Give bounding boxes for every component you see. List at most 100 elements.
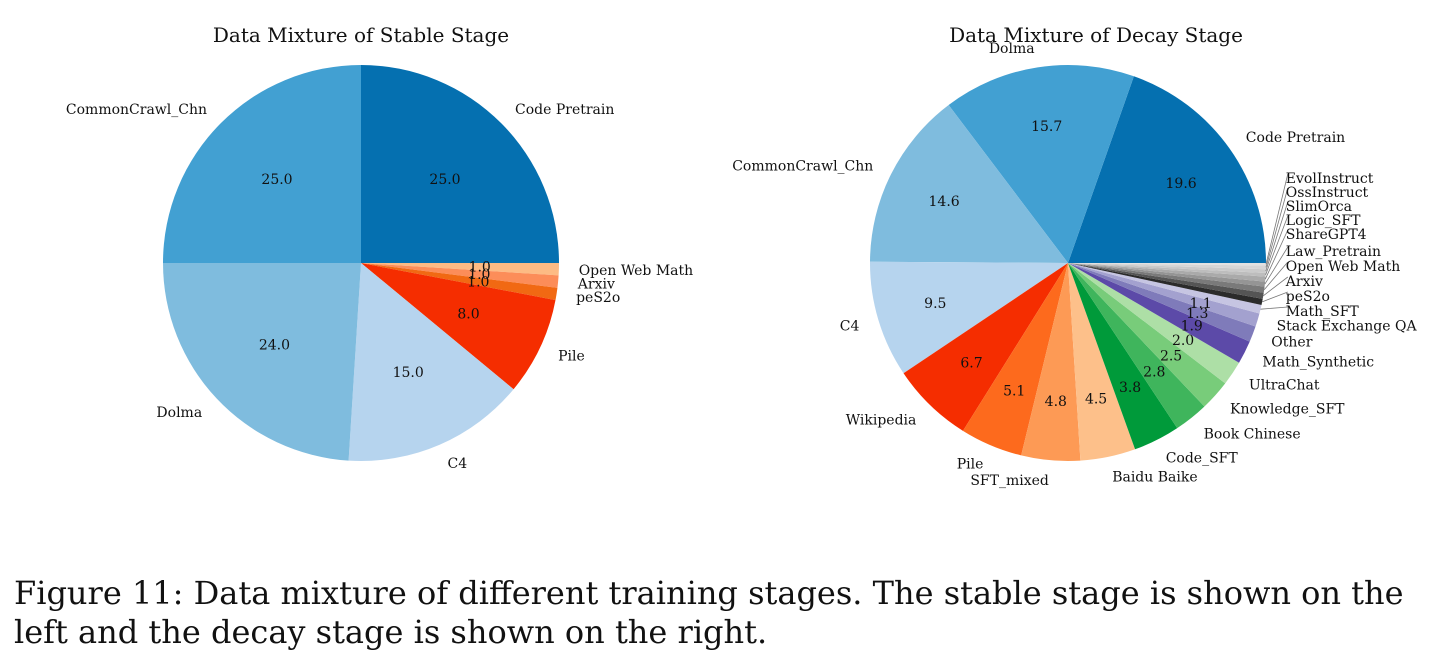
decay-slice-arxiv [1068,263,1264,299]
decay-slice-label-sft-mixed: SFT_mixed [970,473,1049,489]
decay-slice-label-sharegpt4: ShareGPT4 [1286,227,1367,243]
decay-slice-label-evolinstruct: EvolInstruct [1286,171,1374,187]
decay-value-label-sft-mixed: 4.8 [1045,394,1067,410]
decay-slice-label-wikipedia: Wikipedia [846,412,917,428]
decay-slice-label-knowledge-sft: Knowledge_SFT [1230,402,1345,418]
decay-slice-slimorca [1068,263,1266,273]
stable-slice-label-commoncrawl-chn: CommonCrawl_Chn [66,102,207,118]
decay-slice-label-math-sft: Math_SFT [1286,304,1360,320]
decay-slice-label-ultrachat: UltraChat [1249,377,1320,393]
decay-slice-pile [962,263,1068,456]
decay-slice-label-stack-exchange-qa: Stack Exchange QA [1277,319,1418,335]
decay-slice-label-pile: Pile [957,457,984,473]
decay-slice-label-pes2o: peS2o [1286,289,1330,305]
decay-value-label-knowledge-sft: 2.5 [1160,349,1182,365]
decay-value-label-ultrachat: 2.0 [1172,333,1194,349]
stable-value-label-pes2o: 1.0 [467,275,489,291]
decay-slices [869,65,1266,461]
decay-slice-labels: Code Pretrain Dolma CommonCrawl_Chn C4 Wikip… [732,41,1417,489]
figure-caption: Figure 11: Data mixture of different tra… [14,574,1404,651]
decay-slice-label-dolma: Dolma [989,41,1035,57]
decay-slice-pes2o [1068,263,1263,305]
stable-value-label-commoncrawl-chn: 25.0 [261,172,292,188]
decay-leader-line-arxiv [1263,276,1289,297]
decay-slice-stack-exchange-qa [1068,263,1260,327]
decay-value-label-dolma: 15.7 [1031,119,1062,135]
decay-leader-line-slimorca [1265,201,1289,272]
decay-value-labels: 19.615.714.69.56.75.14.8 4.53.82.82.52.01… [924,119,1212,410]
stable-slice-label-dolma: Dolma [156,405,202,421]
stable-value-labels: 25.0 1.01.01.0 8.0 15.0 24.0 25.0 [259,172,491,381]
decay-slice-label-baidu-baike: Baidu Baike [1112,469,1197,485]
decay-slice-knowledge-sft [1068,263,1226,407]
decay-slice-label-commoncrawl-chn: CommonCrawl_Chn [732,158,873,174]
decay-slice-label-slimorca: SlimOrca [1286,199,1352,215]
stable-value-label-c4: 15.0 [393,365,424,381]
decay-value-label-wikipedia: 6.7 [960,356,982,372]
decay-slice-dolma [948,65,1134,263]
decay-slice-label-code-pretrain: Code Pretrain [1246,130,1345,146]
decay-slice-sharegpt4 [1068,263,1266,282]
stable-slice-label-c4: C4 [448,456,468,472]
decay-slice-label-book-chinese: Book Chinese [1204,426,1301,442]
stable-slice-label-code-pretrain: Code Pretrain [515,102,614,118]
decay-slice-baidu-baike [1068,263,1136,461]
decay-value-label-pile: 5.1 [1003,384,1025,400]
decay-slice-law-pretrain [1068,263,1266,287]
decay-stage-pie-chart: Data Mixture of Decay Stage 19.6 15.7 14.6… [732,23,1417,489]
stable-value-label-code-pretrain: 25.0 [429,172,460,188]
stable-slice-open-web-math [361,263,559,276]
stable-value-label-open-web-math: 1.0 [469,260,491,276]
decay-slice-label-math-synthetic: Math_Synthetic [1262,354,1374,370]
stable-slice-arxiv [361,263,559,288]
stable-slice-code-pretrain [361,65,559,263]
decay-slice-logic-sft [1068,263,1266,277]
stable-stage-pie-chart: Data Mixture of Stable Stage 25.0 1.01.0 1… [66,23,693,472]
decay-slice-label-law-pretrain: Law_Pretrain [1286,244,1381,260]
decay-slice-label-ossinstruct: OssInstruct [1286,185,1369,201]
stable-slice-pes2o [361,263,558,301]
decay-leader-line-evolinstruct [1265,173,1289,265]
decay-slice-ultrachat [1068,263,1240,384]
decay-value-label-commoncrawl-chn: 14.6 [929,194,960,210]
decay-slice-math-sft [1068,263,1262,314]
stable-slices [163,65,559,462]
decay-value-label-baidu-baike: 4.5 [1085,392,1107,408]
decay-slice-label-logic-sft: Logic_SFT [1286,213,1361,229]
stable-slice-label-pes2o: peS2o [576,290,620,306]
decay-slice-label-code-sft: Code_SFT [1166,451,1239,467]
decay-slice-other [1068,263,1256,342]
decay-slice-ossinstruct [1068,263,1266,270]
stable-slice-c4 [348,263,514,462]
stable-slice-label-pile: Pile [558,349,585,365]
decay-leader-line-math-sft [1260,306,1288,310]
decay-value-label-c4: 9.5 [924,296,946,312]
decay-slice-c4 [869,261,1068,374]
decay-slice-code-pretrain [1068,76,1266,263]
decay-slice-label-arxiv: Arxiv [1285,274,1323,290]
decay-slice-label-open-web-math: Open Web Math [1286,259,1400,275]
stable-value-label-dolma: 24.0 [259,337,290,353]
decay-leader-line-ossinstruct [1265,187,1289,268]
decay-slice-wikipedia [903,263,1068,431]
decay-slice-label-c4: C4 [840,319,860,335]
decay-leader-line-logic-sft [1265,215,1289,275]
decay-slice-sft-mixed [1021,263,1081,461]
decay-value-label-code-sft: 3.8 [1119,380,1141,396]
decay-slice-commoncrawl-chn [870,105,1068,263]
decay-slice-evolinstruct [1068,263,1266,266]
decay-leader-line-law-pretrain [1264,246,1289,285]
decay-slice-book-chinese [1068,263,1205,429]
decay-value-label-stack-exchange-qa: 1.1 [1190,296,1212,312]
decay-chart-title: Data Mixture of Decay Stage [949,23,1243,47]
decay-leader-line-open-web-math [1263,261,1289,290]
decay-slice-label-other: Other [1271,334,1312,350]
decay-leader-line-sharegpt4 [1264,229,1289,280]
decay-value-label-book-chinese: 2.8 [1143,364,1165,380]
stable-chart-title: Data Mixture of Stable Stage [213,23,509,47]
decay-slice-code-sft [1068,263,1178,450]
charts-figure: Data Mixture of Stable Stage 25.0 1.01.0 1… [66,23,1418,489]
decay-value-label-math-synthetic: 1.9 [1181,319,1203,335]
stable-slice-commoncrawl-chn [163,65,361,263]
